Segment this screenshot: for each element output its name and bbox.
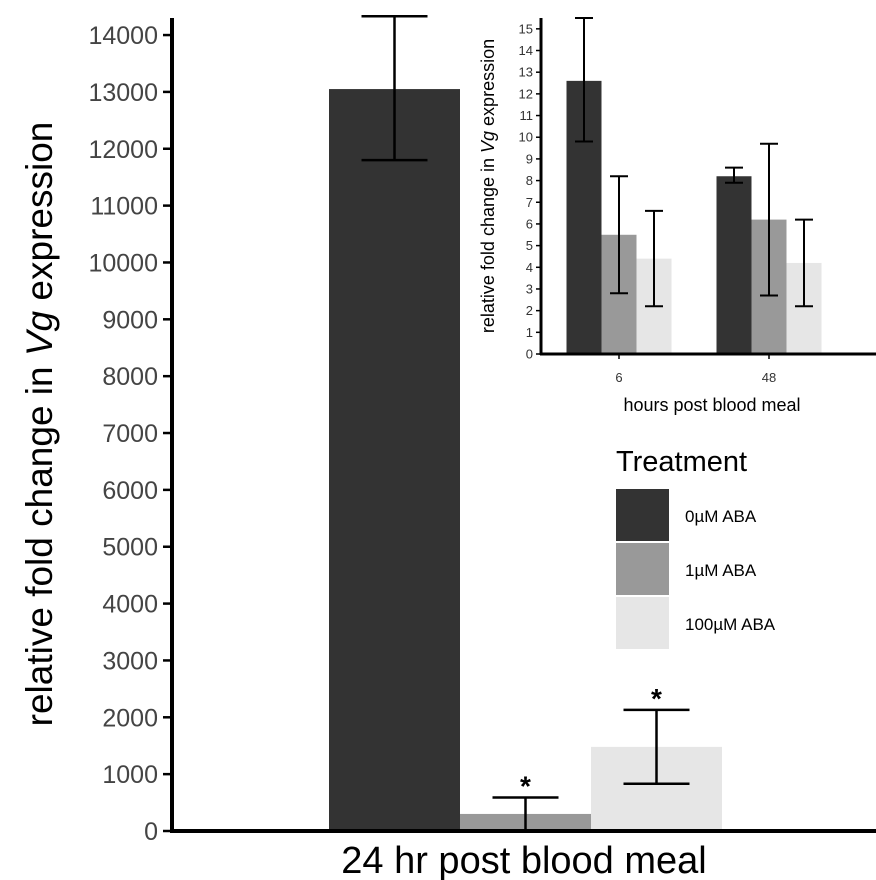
inset-y-tick-label: 5 xyxy=(526,238,533,253)
inset-y-tick-label: 7 xyxy=(526,195,533,210)
inset-y-tick-label: 15 xyxy=(519,21,533,36)
main-y-tick-label: 9000 xyxy=(102,306,158,334)
inset-y-tick-label: 2 xyxy=(526,303,533,318)
inset-y-tick-label: 0 xyxy=(526,347,533,362)
inset-y-axis-label: relative fold change in Vg expression xyxy=(478,39,498,333)
inset-y-tick-label: 4 xyxy=(526,260,533,275)
inset-y-tick-label: 12 xyxy=(519,86,533,101)
main-y-tick-label: 10000 xyxy=(88,249,158,277)
significance-marker: * xyxy=(520,770,531,801)
inset-x-axis-label: hours post blood meal xyxy=(623,395,800,415)
main-y-tick-label: 5000 xyxy=(102,534,158,562)
inset-y-tick-label: 9 xyxy=(526,151,533,166)
main-y-tick-label: 6000 xyxy=(102,477,158,505)
main-y-tick-label: 4000 xyxy=(102,591,158,619)
significance-marker: * xyxy=(651,683,662,714)
legend-title: Treatment xyxy=(616,446,747,478)
main-y-tick-label: 7000 xyxy=(102,420,158,448)
inset-x-tick-label: 6 xyxy=(615,370,622,385)
main-y-tick-label: 3000 xyxy=(102,647,158,675)
bar-0µM ABA xyxy=(329,89,460,832)
inset-x-tick-label: 48 xyxy=(762,370,776,385)
main-y-tick-label: 11000 xyxy=(90,193,158,221)
main-y-tick-label: 8000 xyxy=(102,363,158,391)
legend-label: 100µM ABA xyxy=(685,615,776,634)
main-chart: * * 0 1000 2000 3000 4000 5000 6000 7000 8000 9000 1… xyxy=(19,15,876,880)
inset-y-tick-label: 1 xyxy=(526,325,533,340)
legend-label: 1µM ABA xyxy=(685,561,757,580)
main-y-axis-label: relative fold change in Vg expression xyxy=(19,122,60,727)
legend-swatch xyxy=(616,597,669,649)
inset-y-tick-label: 6 xyxy=(526,216,533,231)
inset-y-tick-label: 10 xyxy=(519,130,533,145)
main-y-tick-label: 14000 xyxy=(88,22,158,50)
main-y-tick-label: 12000 xyxy=(88,136,158,164)
legend-label: 0µM ABA xyxy=(685,507,757,526)
main-y-tick-label: 2000 xyxy=(102,704,158,732)
inset-y-tick-label: 8 xyxy=(526,173,533,188)
main-y-tick-label: 1000 xyxy=(102,761,158,789)
main-y-tick-label: 0 xyxy=(144,818,158,846)
inset-y-tick-label: 11 xyxy=(520,108,534,123)
main-x-axis-label: 24 hr post blood meal xyxy=(341,840,706,880)
inset-bar-0µM ABA xyxy=(716,176,752,354)
legend: Treatment 0µM ABA 1µM ABA 100µM ABA xyxy=(616,446,776,649)
inset-y-tick-label: 3 xyxy=(526,281,533,296)
inset-y-tick-label: 14 xyxy=(519,43,533,58)
legend-swatch xyxy=(616,543,669,595)
main-y-tick-label: 13000 xyxy=(88,79,158,107)
legend-swatch xyxy=(616,489,669,541)
inset-y-tick-label: 13 xyxy=(519,65,533,80)
